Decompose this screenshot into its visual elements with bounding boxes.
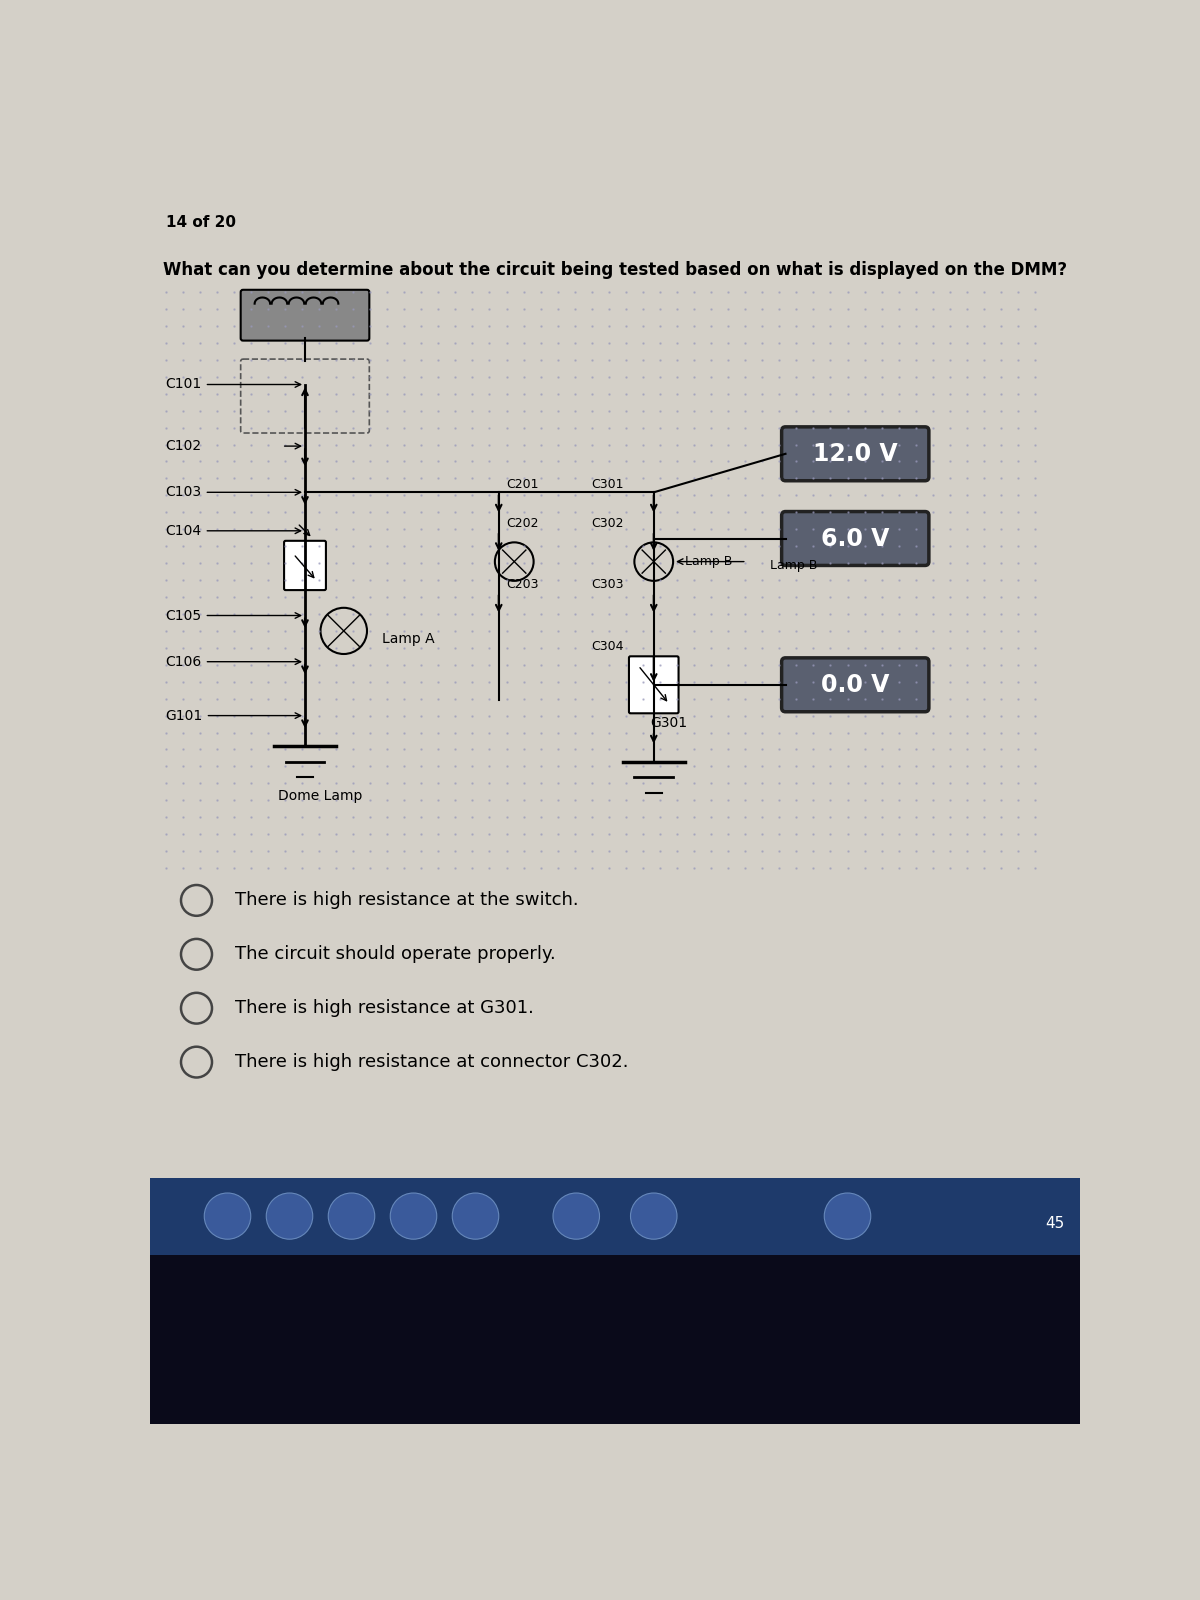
Text: What can you determine about the circuit being tested based on what is displayed: What can you determine about the circuit… <box>163 261 1067 280</box>
Text: Lamp B: Lamp B <box>685 555 732 568</box>
Text: There is high resistance at connector C302.: There is high resistance at connector C3… <box>235 1053 629 1070</box>
Text: C101: C101 <box>166 378 301 392</box>
Circle shape <box>824 1194 871 1240</box>
Text: C302: C302 <box>592 517 624 530</box>
Text: Lamp A: Lamp A <box>383 632 436 645</box>
Circle shape <box>553 1194 600 1240</box>
FancyBboxPatch shape <box>781 427 929 480</box>
Text: C106: C106 <box>166 654 301 669</box>
Text: Lamp B: Lamp B <box>770 558 817 571</box>
Text: 0.0 V: 0.0 V <box>821 672 889 698</box>
Text: Dome Lamp: Dome Lamp <box>278 789 362 803</box>
Text: C104: C104 <box>166 523 301 538</box>
Bar <box>150 1254 1080 1424</box>
Text: There is high resistance at the switch.: There is high resistance at the switch. <box>235 891 578 909</box>
Text: C203: C203 <box>506 578 539 592</box>
Circle shape <box>329 1194 374 1240</box>
Text: 45: 45 <box>1045 1216 1064 1232</box>
Text: The circuit should operate properly.: The circuit should operate properly. <box>235 946 556 963</box>
Text: C103: C103 <box>166 485 301 499</box>
Text: 12.0 V: 12.0 V <box>812 442 898 466</box>
Text: C105: C105 <box>166 608 301 622</box>
Text: There is high resistance at G301.: There is high resistance at G301. <box>235 998 534 1018</box>
Text: C301: C301 <box>592 478 624 491</box>
Text: 6.0 V: 6.0 V <box>821 526 889 550</box>
Circle shape <box>452 1194 499 1240</box>
FancyBboxPatch shape <box>284 541 326 590</box>
Text: G101: G101 <box>166 709 301 723</box>
Circle shape <box>630 1194 677 1240</box>
Text: G301: G301 <box>650 717 686 730</box>
FancyBboxPatch shape <box>241 290 370 341</box>
Text: C201: C201 <box>506 478 539 491</box>
Bar <box>150 1178 1080 1254</box>
Text: C202: C202 <box>506 517 539 530</box>
Text: 14 of 20: 14 of 20 <box>166 214 235 230</box>
Text: C102: C102 <box>166 438 202 453</box>
Text: C303: C303 <box>592 578 624 592</box>
FancyBboxPatch shape <box>781 512 929 565</box>
Circle shape <box>204 1194 251 1240</box>
Text: C304: C304 <box>592 640 624 653</box>
FancyBboxPatch shape <box>629 656 678 714</box>
Circle shape <box>390 1194 437 1240</box>
Circle shape <box>266 1194 313 1240</box>
FancyBboxPatch shape <box>781 658 929 712</box>
